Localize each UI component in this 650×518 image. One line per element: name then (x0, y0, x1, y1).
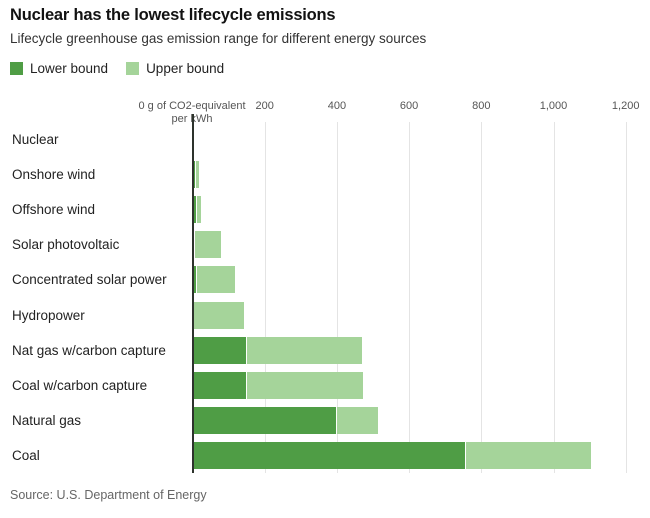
x-axis-tick-label: 200 (255, 100, 274, 112)
upper-bound-bar-segment (246, 371, 364, 399)
table-row: Concentrated solar power (0, 262, 650, 297)
category-label: Concentrated solar power (12, 272, 167, 288)
bar-track (192, 266, 650, 294)
gridline (481, 122, 483, 473)
table-row: Coal w/carbon capture (0, 368, 650, 403)
category-label: Nuclear (12, 132, 59, 148)
bar-track (192, 441, 650, 469)
category-label: Natural gas (12, 412, 82, 428)
x-axis-tick-label: 800 (472, 100, 491, 112)
chart-subtitle: Lifecycle greenhouse gas emission range … (10, 31, 427, 46)
category-label: Solar photovoltaic (12, 237, 120, 253)
legend-label: Upper bound (146, 61, 225, 76)
lower-bound-bar-segment (192, 441, 465, 469)
table-row: Offshore wind (0, 192, 650, 227)
lower-bound-bar-segment (192, 371, 247, 399)
legend-label: Lower bound (30, 61, 109, 76)
legend-item-upper-bound: Upper bound (126, 61, 224, 76)
category-label: Coal w/carbon capture (12, 377, 148, 393)
gridline (409, 122, 411, 473)
chart-rows: Nuclear Onshore wind Offshore wind Solar ph… (0, 122, 650, 473)
upper-bound-bar-segment (246, 336, 362, 364)
lower-bound-bar-segment (192, 266, 197, 294)
table-row: Solar photovoltaic (0, 227, 650, 262)
x-axis-tick-label: 400 (327, 100, 347, 112)
lower-bound-swatch-icon (10, 62, 23, 75)
x-axis-tick-label: 1,200 (611, 100, 640, 112)
gridline (336, 122, 338, 473)
bar-track (192, 161, 650, 189)
upper-bound-swatch-icon (126, 62, 140, 75)
bar-track (192, 371, 650, 399)
category-label: Hydropower (12, 307, 85, 323)
category-label: Nat gas w/carbon capture (12, 342, 166, 358)
table-row: Nat gas w/carbon capture (0, 333, 650, 368)
legend: Lower bound Upper bound (10, 61, 224, 76)
lower-bound-bar-segment (192, 406, 337, 434)
upper-bound-bar-segment (194, 231, 221, 259)
x-axis-tick-label: 600 (399, 100, 419, 112)
upper-bound-bar-segment (194, 161, 200, 189)
bar-track (192, 336, 650, 364)
bar-track (192, 126, 650, 154)
table-row: Coal (0, 438, 650, 473)
x-axis-tick-label: 1,000 (539, 100, 568, 112)
bar-track (192, 406, 650, 434)
bar-chart: 0 g of CO2-equivalent per kWh 200 400 600 80… (0, 94, 650, 478)
chart-title: Nuclear has the lowest lifecycle emissio… (10, 6, 336, 24)
bar-track (192, 301, 650, 329)
upper-bound-bar-segment (464, 441, 591, 469)
gridline (625, 122, 627, 473)
table-row: Natural gas (0, 403, 650, 438)
legend-item-lower-bound: Lower bound (10, 61, 108, 76)
lower-bound-bar-segment (192, 196, 196, 224)
upper-bound-bar-segment (196, 266, 236, 294)
upper-bound-bar-segment (336, 406, 378, 434)
source-note: Source: U.S. Department of Energy (10, 488, 207, 502)
category-label: Coal (12, 447, 40, 463)
upper-bound-bar-segment (193, 301, 245, 329)
bar-track (192, 196, 650, 224)
upper-bound-bar-segment (195, 196, 202, 224)
table-row: Onshore wind (0, 157, 650, 192)
category-label: Onshore wind (12, 167, 96, 183)
gridline (553, 122, 555, 473)
x-axis-zero-line (191, 114, 194, 473)
bar-track (192, 231, 650, 259)
table-row: Hydropower (0, 297, 650, 332)
table-row: Nuclear (0, 122, 650, 157)
gridline (264, 122, 266, 473)
category-label: Offshore wind (12, 202, 96, 218)
lower-bound-bar-segment (192, 336, 247, 364)
